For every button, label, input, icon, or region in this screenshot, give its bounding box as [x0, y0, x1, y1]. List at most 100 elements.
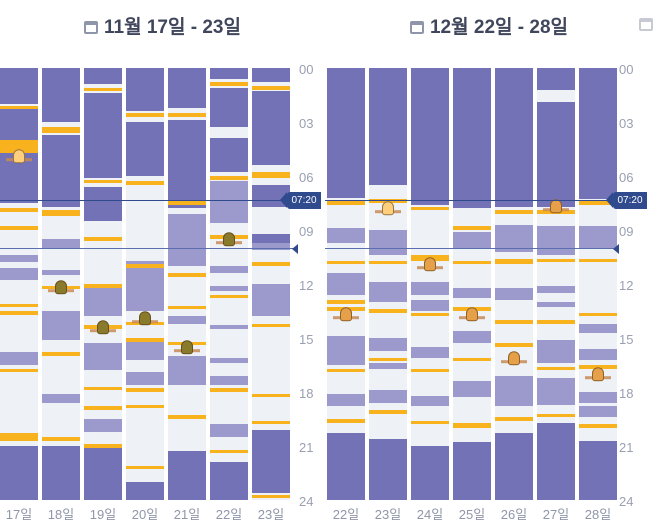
feed-block[interactable]: [453, 422, 491, 428]
sleep-block[interactable]: [453, 68, 491, 209]
nap-block[interactable]: [126, 260, 164, 311]
feed-block[interactable]: [42, 352, 80, 356]
nap-block[interactable]: [495, 375, 533, 407]
nap-block[interactable]: [327, 228, 365, 243]
feed-block[interactable]: [327, 300, 365, 304]
nap-block[interactable]: [495, 287, 533, 301]
day-column[interactable]: [537, 68, 575, 500]
feed-block[interactable]: [579, 365, 617, 369]
feed-block[interactable]: [252, 494, 290, 499]
nap-block[interactable]: [252, 242, 290, 250]
day-column[interactable]: [252, 68, 290, 500]
feed-block[interactable]: [369, 199, 407, 203]
nap-block[interactable]: [126, 372, 164, 385]
feed-block[interactable]: [126, 338, 164, 342]
feed-block[interactable]: [210, 388, 248, 392]
nap-block[interactable]: [0, 267, 38, 281]
nap-block[interactable]: [42, 311, 80, 340]
feed-block[interactable]: [411, 368, 449, 373]
diaper-marker-icon[interactable]: [6, 149, 32, 165]
week-title[interactable]: 12월 22일 - 28일: [325, 12, 653, 39]
sleep-block[interactable]: [210, 87, 248, 128]
sleep-block[interactable]: [210, 462, 248, 500]
nap-block[interactable]: [42, 239, 80, 248]
feed-block[interactable]: [252, 420, 290, 425]
nap-block[interactable]: [327, 336, 365, 365]
day-column[interactable]: [210, 68, 248, 500]
sleep-block[interactable]: [327, 433, 365, 500]
nap-block[interactable]: [210, 181, 248, 223]
sleep-block[interactable]: [168, 120, 206, 209]
day-column[interactable]: [0, 68, 38, 500]
nap-block[interactable]: [168, 213, 206, 266]
feed-block[interactable]: [327, 368, 365, 373]
feed-block[interactable]: [369, 410, 407, 414]
day-column[interactable]: [411, 68, 449, 500]
feed-block[interactable]: [327, 201, 365, 205]
nap-block[interactable]: [168, 316, 206, 324]
day-column[interactable]: [126, 68, 164, 500]
day-column[interactable]: [369, 68, 407, 500]
feed-block[interactable]: [453, 357, 491, 362]
nap-block[interactable]: [327, 273, 365, 295]
sleep-block[interactable]: [84, 186, 122, 221]
nap-block[interactable]: [210, 266, 248, 274]
feed-block[interactable]: [42, 210, 80, 216]
sleep-block[interactable]: [453, 442, 491, 500]
feed-block[interactable]: [579, 312, 617, 317]
day-column[interactable]: [495, 68, 533, 500]
sleep-block[interactable]: [42, 134, 80, 207]
feed-block[interactable]: [495, 210, 533, 214]
nap-block[interactable]: [579, 406, 617, 418]
nap-block[interactable]: [42, 269, 80, 275]
day-column[interactable]: [453, 68, 491, 500]
feed-block[interactable]: [126, 264, 164, 268]
sleep-block[interactable]: [369, 68, 407, 185]
day-column[interactable]: [84, 68, 122, 500]
nap-block[interactable]: [453, 231, 491, 248]
sleep-block[interactable]: [42, 68, 80, 122]
feed-block[interactable]: [84, 284, 122, 288]
sleep-block[interactable]: [126, 122, 164, 176]
nap-block[interactable]: [411, 395, 449, 407]
feed-block[interactable]: [0, 311, 38, 315]
nap-block[interactable]: [369, 390, 407, 403]
feed-block[interactable]: [453, 226, 491, 230]
feed-block[interactable]: [42, 437, 80, 441]
sleep-block[interactable]: [495, 68, 533, 207]
feed-block[interactable]: [411, 206, 449, 211]
feed-block[interactable]: [252, 393, 290, 398]
feed-block[interactable]: [0, 303, 38, 308]
nap-block[interactable]: [453, 330, 491, 344]
feed-block[interactable]: [84, 386, 122, 391]
sleep-block[interactable]: [168, 451, 206, 500]
sleep-block[interactable]: [84, 68, 122, 85]
feed-block[interactable]: [126, 465, 164, 470]
nap-block[interactable]: [84, 287, 122, 317]
feed-block[interactable]: [84, 179, 122, 184]
nap-block[interactable]: [84, 343, 122, 371]
sleep-block[interactable]: [168, 68, 206, 108]
nap-block[interactable]: [537, 285, 575, 293]
feed-block[interactable]: [537, 366, 575, 371]
sleep-block[interactable]: [537, 422, 575, 500]
nap-block[interactable]: [210, 357, 248, 364]
feed-block[interactable]: [495, 343, 533, 347]
feed-block[interactable]: [495, 258, 533, 265]
feed-block[interactable]: [411, 312, 449, 317]
nap-block[interactable]: [579, 392, 617, 403]
nap-block[interactable]: [369, 363, 407, 369]
nap-block[interactable]: [495, 224, 533, 252]
sleep-block[interactable]: [210, 68, 248, 79]
feed-block[interactable]: [369, 357, 407, 362]
nap-block[interactable]: [42, 393, 80, 403]
nap-block[interactable]: [411, 300, 449, 311]
feed-block[interactable]: [411, 420, 449, 425]
feed-block[interactable]: [453, 260, 491, 265]
feed-block[interactable]: [210, 176, 248, 180]
feed-block[interactable]: [369, 260, 407, 265]
feed-block[interactable]: [537, 413, 575, 418]
nap-block[interactable]: [168, 356, 206, 385]
feed-block[interactable]: [126, 404, 164, 409]
nap-block[interactable]: [579, 226, 617, 248]
